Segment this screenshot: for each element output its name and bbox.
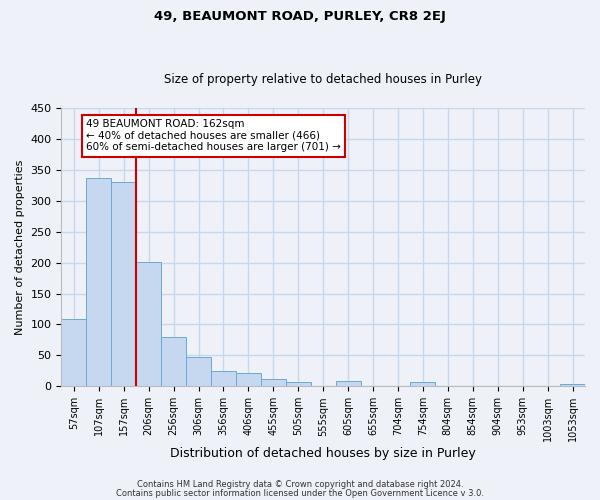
Bar [261,379,286,386]
Bar [211,371,236,386]
Y-axis label: Number of detached properties: Number of detached properties [15,160,25,335]
Bar [236,372,261,386]
Bar [335,382,361,386]
Text: 49, BEAUMONT ROAD, PURLEY, CR8 2EJ: 49, BEAUMONT ROAD, PURLEY, CR8 2EJ [154,10,446,23]
X-axis label: Distribution of detached houses by size in Purley: Distribution of detached houses by size … [170,447,476,460]
Bar [186,358,211,386]
Bar [136,262,161,386]
Bar [111,182,136,386]
Bar [410,382,436,386]
Bar [286,382,311,386]
Bar [61,319,86,386]
Bar [560,384,585,386]
Bar [86,178,111,386]
Bar [161,337,186,386]
Text: Contains public sector information licensed under the Open Government Licence v : Contains public sector information licen… [116,488,484,498]
Text: Contains HM Land Registry data © Crown copyright and database right 2024.: Contains HM Land Registry data © Crown c… [137,480,463,489]
Text: 49 BEAUMONT ROAD: 162sqm
← 40% of detached houses are smaller (466)
60% of semi-: 49 BEAUMONT ROAD: 162sqm ← 40% of detach… [86,119,341,152]
Title: Size of property relative to detached houses in Purley: Size of property relative to detached ho… [164,73,482,86]
